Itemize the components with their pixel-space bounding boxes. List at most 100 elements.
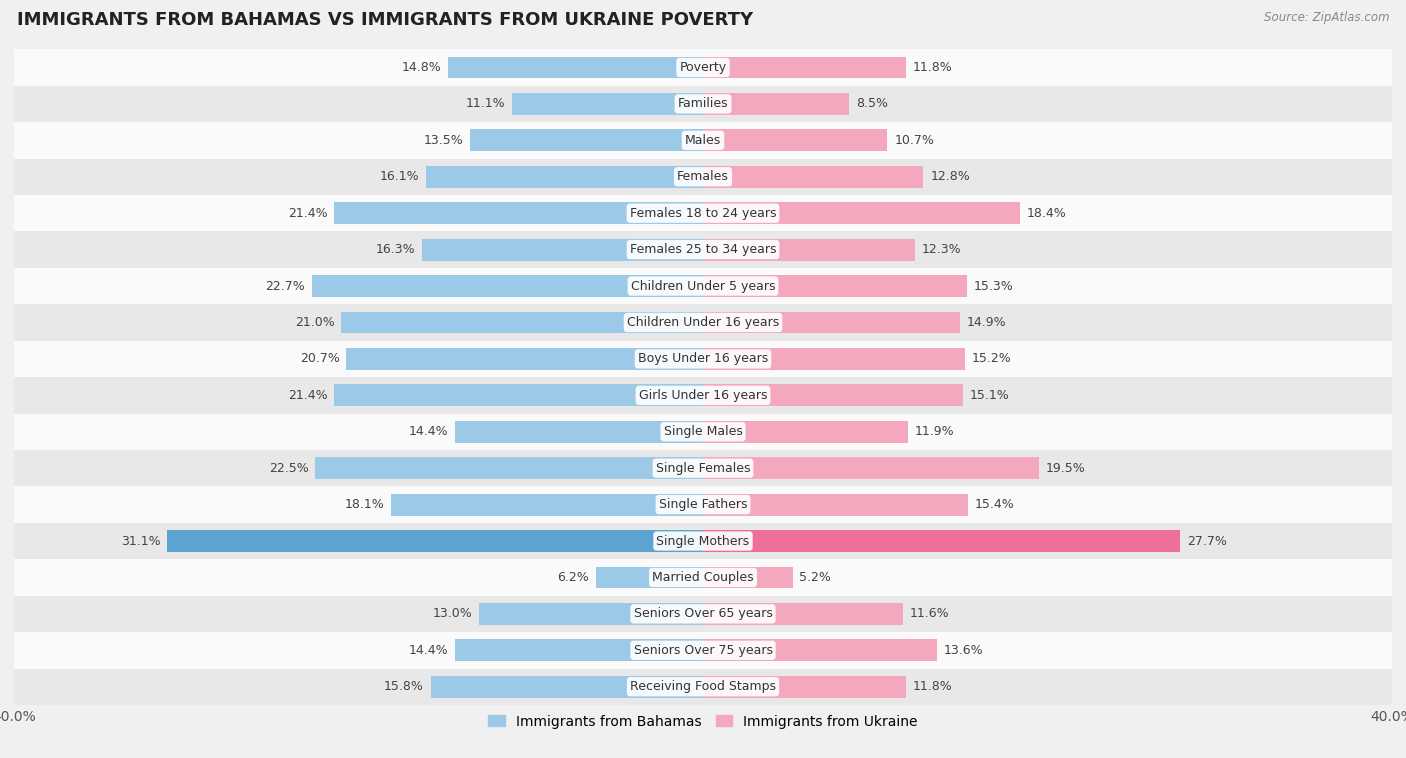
- Bar: [312, 275, 703, 297]
- Text: 11.8%: 11.8%: [912, 680, 953, 694]
- Bar: [14, 487, 1392, 523]
- Bar: [703, 202, 1019, 224]
- Text: Females: Females: [678, 171, 728, 183]
- Bar: [335, 384, 703, 406]
- Bar: [14, 304, 1392, 340]
- Text: 21.0%: 21.0%: [295, 316, 335, 329]
- Text: Seniors Over 75 years: Seniors Over 75 years: [634, 644, 772, 656]
- Text: 15.1%: 15.1%: [970, 389, 1010, 402]
- Bar: [703, 93, 849, 115]
- Text: 20.7%: 20.7%: [299, 352, 340, 365]
- Text: 11.8%: 11.8%: [912, 61, 953, 74]
- Text: 10.7%: 10.7%: [894, 134, 934, 147]
- Text: 16.1%: 16.1%: [380, 171, 419, 183]
- Bar: [391, 493, 703, 515]
- Text: 14.4%: 14.4%: [409, 644, 449, 656]
- Bar: [14, 632, 1392, 669]
- Bar: [315, 457, 703, 479]
- Bar: [426, 166, 703, 188]
- Bar: [596, 566, 703, 588]
- Text: 14.4%: 14.4%: [409, 425, 449, 438]
- Bar: [14, 195, 1392, 231]
- Text: Families: Families: [678, 98, 728, 111]
- Bar: [703, 166, 924, 188]
- Bar: [346, 348, 703, 370]
- Text: Single Males: Single Males: [664, 425, 742, 438]
- Text: 11.1%: 11.1%: [465, 98, 505, 111]
- Text: Married Couples: Married Couples: [652, 571, 754, 584]
- Bar: [703, 130, 887, 152]
- Bar: [14, 122, 1392, 158]
- Text: 15.4%: 15.4%: [976, 498, 1015, 511]
- Text: Poverty: Poverty: [679, 61, 727, 74]
- Text: 16.3%: 16.3%: [375, 243, 415, 256]
- Bar: [14, 340, 1392, 377]
- Text: 6.2%: 6.2%: [558, 571, 589, 584]
- Text: 21.4%: 21.4%: [288, 207, 328, 220]
- Text: Seniors Over 65 years: Seniors Over 65 years: [634, 607, 772, 620]
- Bar: [449, 57, 703, 78]
- Text: Children Under 5 years: Children Under 5 years: [631, 280, 775, 293]
- Text: 13.6%: 13.6%: [945, 644, 984, 656]
- Text: Single Mothers: Single Mothers: [657, 534, 749, 547]
- Bar: [14, 86, 1392, 122]
- Text: 15.8%: 15.8%: [384, 680, 425, 694]
- Bar: [703, 384, 963, 406]
- Bar: [703, 493, 969, 515]
- Text: 22.5%: 22.5%: [269, 462, 308, 475]
- Bar: [335, 202, 703, 224]
- Bar: [342, 312, 703, 334]
- Bar: [14, 268, 1392, 304]
- Bar: [703, 312, 960, 334]
- Text: 5.2%: 5.2%: [800, 571, 831, 584]
- Text: Source: ZipAtlas.com: Source: ZipAtlas.com: [1264, 11, 1389, 24]
- Text: Boys Under 16 years: Boys Under 16 years: [638, 352, 768, 365]
- Bar: [14, 523, 1392, 559]
- Bar: [14, 158, 1392, 195]
- Bar: [703, 57, 907, 78]
- Bar: [703, 566, 793, 588]
- Text: 27.7%: 27.7%: [1187, 534, 1227, 547]
- Bar: [14, 49, 1392, 86]
- Text: 11.9%: 11.9%: [915, 425, 955, 438]
- Bar: [703, 239, 915, 261]
- Bar: [14, 559, 1392, 596]
- Text: 22.7%: 22.7%: [266, 280, 305, 293]
- Bar: [14, 377, 1392, 414]
- Bar: [430, 676, 703, 697]
- Text: Girls Under 16 years: Girls Under 16 years: [638, 389, 768, 402]
- Bar: [703, 275, 966, 297]
- Text: 14.8%: 14.8%: [402, 61, 441, 74]
- Text: Children Under 16 years: Children Under 16 years: [627, 316, 779, 329]
- Bar: [703, 530, 1180, 552]
- Bar: [512, 93, 703, 115]
- Bar: [14, 231, 1392, 268]
- Text: Single Females: Single Females: [655, 462, 751, 475]
- Bar: [703, 348, 965, 370]
- Text: Females 25 to 34 years: Females 25 to 34 years: [630, 243, 776, 256]
- Text: 31.1%: 31.1%: [121, 534, 160, 547]
- Text: 18.1%: 18.1%: [344, 498, 384, 511]
- Text: 11.6%: 11.6%: [910, 607, 949, 620]
- Text: 12.8%: 12.8%: [931, 171, 970, 183]
- Bar: [703, 676, 907, 697]
- Text: Females 18 to 24 years: Females 18 to 24 years: [630, 207, 776, 220]
- Bar: [14, 669, 1392, 705]
- Text: Males: Males: [685, 134, 721, 147]
- Text: 8.5%: 8.5%: [856, 98, 889, 111]
- Text: 18.4%: 18.4%: [1026, 207, 1067, 220]
- Text: 13.0%: 13.0%: [433, 607, 472, 620]
- Bar: [456, 421, 703, 443]
- Text: Single Fathers: Single Fathers: [659, 498, 747, 511]
- Text: 19.5%: 19.5%: [1046, 462, 1085, 475]
- Legend: Immigrants from Bahamas, Immigrants from Ukraine: Immigrants from Bahamas, Immigrants from…: [482, 709, 924, 734]
- Bar: [14, 450, 1392, 487]
- Text: IMMIGRANTS FROM BAHAMAS VS IMMIGRANTS FROM UKRAINE POVERTY: IMMIGRANTS FROM BAHAMAS VS IMMIGRANTS FR…: [17, 11, 754, 30]
- Text: 13.5%: 13.5%: [423, 134, 464, 147]
- Text: 15.3%: 15.3%: [973, 280, 1014, 293]
- Text: 12.3%: 12.3%: [922, 243, 962, 256]
- Bar: [471, 130, 703, 152]
- Text: Receiving Food Stamps: Receiving Food Stamps: [630, 680, 776, 694]
- Bar: [703, 639, 938, 661]
- Bar: [456, 639, 703, 661]
